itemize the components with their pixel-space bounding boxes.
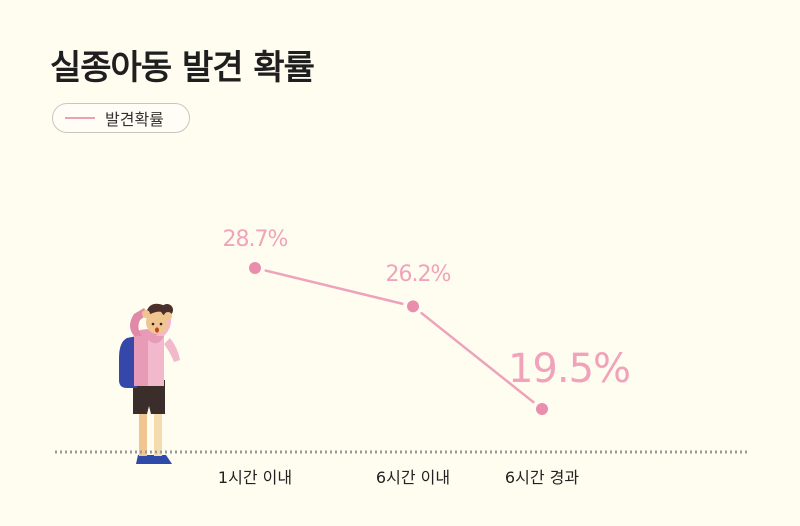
x-tick-label: 1시간 이내 <box>218 468 292 487</box>
series-line-segment <box>420 311 535 404</box>
data-label: 19.5% <box>508 346 630 392</box>
x-tick-label: 6시간 이내 <box>376 468 450 487</box>
series-line-segment <box>264 269 404 305</box>
child-illustration <box>119 303 180 464</box>
legend-label: 발견확률 <box>105 110 164 129</box>
data-label: 26.2% <box>386 262 451 287</box>
x-tick-label: 6시간 경과 <box>505 468 579 487</box>
data-label: 28.7% <box>223 227 288 252</box>
data-point <box>407 300 419 313</box>
data-point <box>249 262 261 274</box>
chart-title: 실종아동 발견 확률 <box>50 48 315 88</box>
legend-swatch <box>65 117 95 119</box>
data-point <box>536 403 548 415</box>
legend: 발견확률 <box>52 103 190 133</box>
